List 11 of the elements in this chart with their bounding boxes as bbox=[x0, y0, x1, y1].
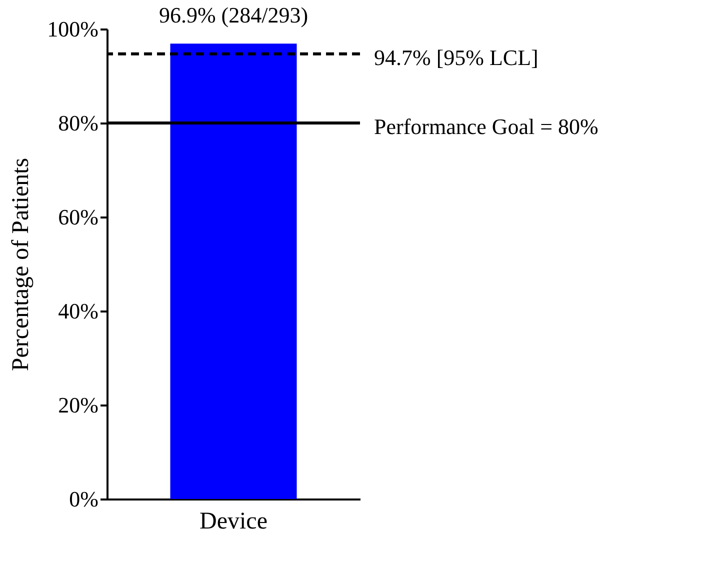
y-tick-label: 60% bbox=[58, 204, 98, 230]
x-tick-label: Device bbox=[200, 508, 268, 534]
data-label: 96.9% (284/293) bbox=[158, 2, 308, 28]
ref-line-label: 94.7% [95% LCL] bbox=[374, 44, 538, 70]
ref-line-label: Performance Goal = 80% bbox=[374, 114, 598, 139]
y-tick-label: 80% bbox=[58, 110, 98, 136]
y-tick-label: 20% bbox=[58, 392, 98, 418]
y-tick-label: 100% bbox=[47, 16, 98, 42]
y-tick-label: 0% bbox=[69, 486, 98, 512]
y-tick-label: 40% bbox=[58, 298, 98, 324]
y-axis-title: Percentage of Patients bbox=[8, 158, 34, 372]
